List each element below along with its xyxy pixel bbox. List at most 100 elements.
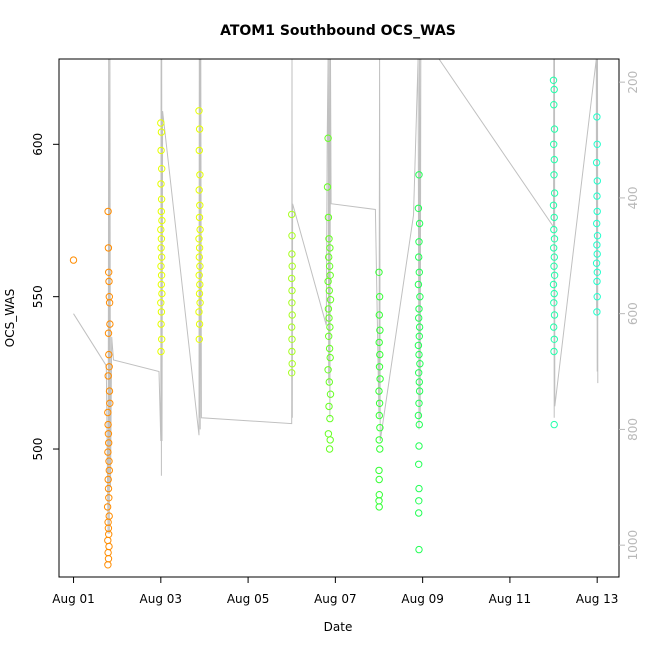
data-point: [375, 497, 383, 505]
data-point: [593, 113, 601, 121]
data-point: [105, 299, 114, 307]
data-point: [105, 277, 113, 286]
flight-group-2016-08-06: [288, 210, 296, 377]
data-point: [104, 329, 113, 337]
data-point: [550, 420, 558, 429]
data-point: [550, 101, 558, 109]
data-point: [592, 259, 601, 267]
data-point: [415, 219, 424, 228]
data-point: [157, 207, 166, 216]
data-point: [415, 350, 423, 359]
data-point: [550, 125, 559, 133]
data-point: [550, 253, 558, 261]
data-point: [104, 408, 112, 417]
data-point: [195, 253, 204, 261]
scatter-points-layer: [69, 76, 602, 569]
data-point: [593, 192, 601, 200]
data-point: [157, 180, 165, 188]
data-point: [414, 204, 423, 213]
data-point: [323, 183, 332, 191]
secondary-y-axis-ticks: 200 400 600 800 1000: [619, 71, 640, 561]
data-point: [325, 314, 333, 322]
secondary-y-tick-label: 800: [626, 418, 640, 441]
flight-group-2016-08-08: [375, 268, 384, 511]
data-point: [376, 350, 384, 359]
data-point: [105, 542, 113, 551]
data-point: [375, 503, 383, 511]
data-point: [106, 320, 114, 328]
data-point: [158, 253, 166, 261]
data-point: [288, 210, 296, 219]
data-point: [375, 268, 383, 276]
x-tick-label: Aug 11: [489, 592, 532, 606]
data-point: [375, 491, 383, 499]
data-point: [195, 308, 203, 316]
flight-group-2016-08-13: [592, 113, 602, 316]
altitude-trace-layer: [73, 58, 599, 534]
data-point: [104, 420, 112, 429]
data-point: [196, 262, 204, 270]
data-point: [375, 387, 383, 395]
data-point: [415, 387, 424, 395]
data-point: [324, 213, 333, 222]
data-point: [414, 341, 423, 350]
data-point: [550, 225, 558, 234]
data-point: [375, 311, 383, 319]
data-point: [288, 286, 296, 295]
data-point: [105, 530, 113, 538]
data-point: [324, 305, 333, 313]
data-point: [325, 445, 334, 453]
plot-frame: [58, 58, 620, 578]
data-point: [325, 286, 333, 295]
data-point: [415, 268, 423, 276]
data-point: [550, 85, 558, 94]
data-point: [415, 238, 423, 246]
data-point: [104, 555, 113, 563]
data-point: [195, 146, 204, 155]
data-point: [415, 420, 423, 429]
data-point: [593, 177, 601, 185]
data-point: [195, 244, 204, 252]
data-point: [376, 326, 384, 334]
data-point: [104, 244, 113, 252]
x-tick-label: Aug 03: [140, 592, 183, 606]
data-point: [288, 299, 296, 307]
data-point: [415, 378, 423, 386]
data-point: [550, 289, 558, 298]
data-point: [288, 347, 296, 356]
data-point: [288, 369, 296, 377]
data-point: [325, 262, 334, 270]
data-point: [593, 268, 601, 276]
flight-group-2016-08-03: [157, 107, 204, 356]
data-point: [550, 155, 558, 164]
data-point: [550, 335, 558, 343]
secondary-y-tick-label: 1000: [626, 530, 640, 561]
data-point: [288, 262, 296, 270]
data-point: [326, 296, 335, 304]
data-point: [375, 293, 384, 301]
data-point: [105, 494, 113, 502]
x-tick-label: Aug 13: [576, 592, 619, 606]
data-point: [593, 241, 601, 249]
data-point: [104, 475, 112, 484]
flight-group-2016-08-07: [323, 134, 335, 453]
data-point: [416, 293, 424, 301]
flight-group-2016-08-09: [414, 171, 424, 554]
data-point: [105, 387, 114, 395]
data-point: [550, 189, 559, 197]
data-point: [593, 219, 601, 228]
data-point: [593, 207, 601, 216]
data-point: [288, 335, 296, 343]
data-point: [324, 134, 332, 142]
data-point: [593, 277, 601, 286]
data-point: [196, 171, 204, 179]
data-point: [375, 411, 383, 420]
data-point: [157, 195, 166, 203]
data-point: [375, 399, 384, 407]
data-point: [196, 225, 204, 234]
data-point: [415, 484, 423, 493]
data-point: [105, 466, 114, 475]
data-point: [415, 497, 423, 505]
data-point: [104, 372, 112, 380]
